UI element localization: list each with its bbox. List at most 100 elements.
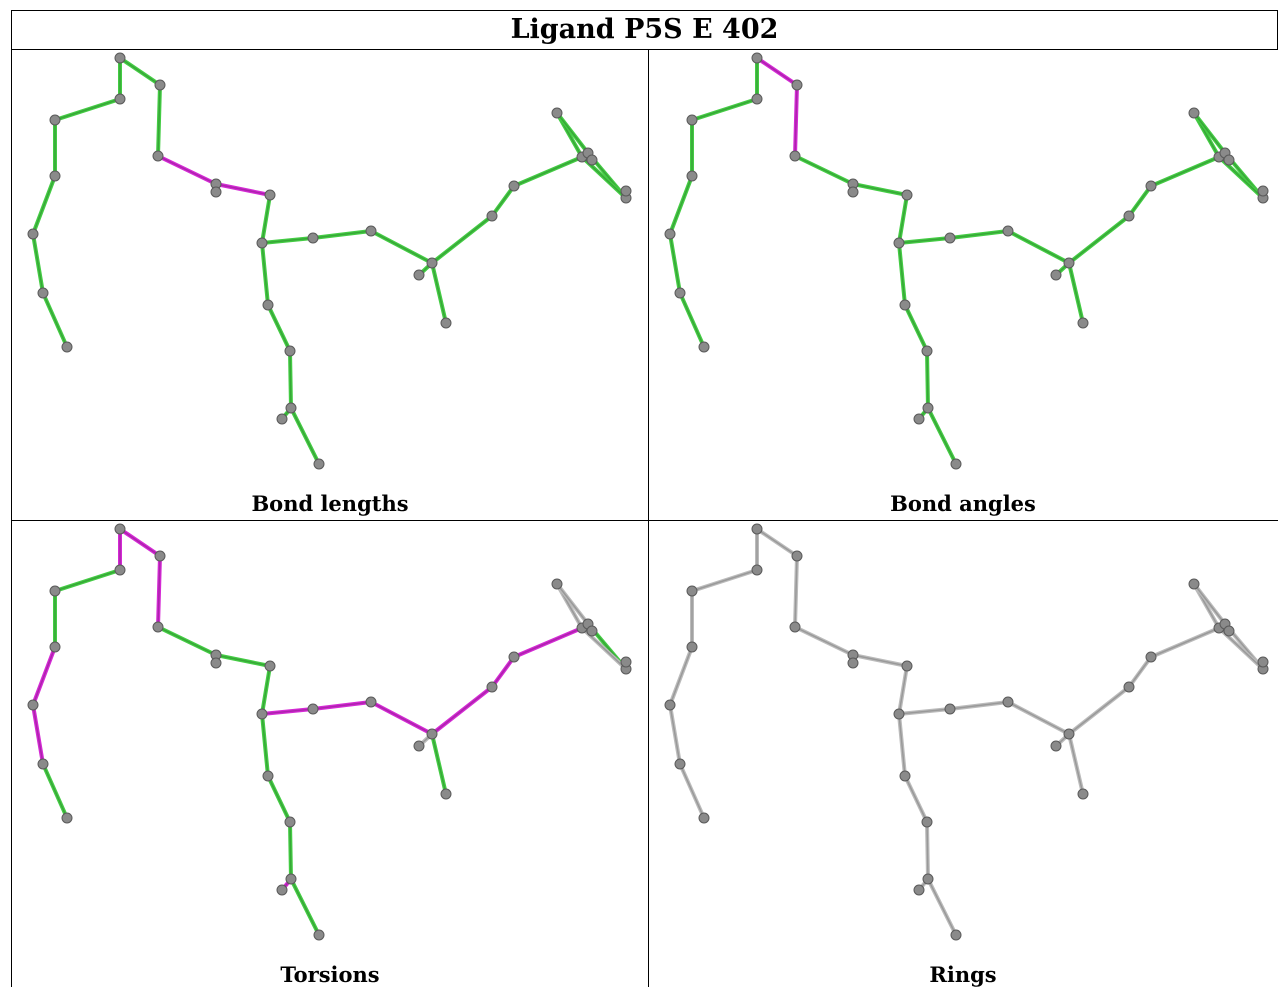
bond-shade <box>513 627 583 658</box>
bond-shade <box>119 57 161 86</box>
atom <box>950 929 962 941</box>
atom <box>586 154 598 166</box>
bond-shade <box>215 654 271 667</box>
bond-shade <box>927 878 957 936</box>
bond-shade <box>1150 627 1220 658</box>
atom <box>1257 656 1269 668</box>
grid-line <box>11 10 12 987</box>
bond-shade <box>1007 701 1070 735</box>
bond <box>260 193 272 245</box>
bond <box>1127 655 1153 689</box>
bond <box>897 712 907 778</box>
atom <box>276 884 288 896</box>
bond <box>288 349 293 410</box>
bond <box>156 83 162 158</box>
bond <box>118 527 162 558</box>
bond <box>260 664 272 716</box>
atom <box>49 585 61 597</box>
bond-shade <box>926 350 929 409</box>
bond-shade <box>927 407 957 465</box>
bond <box>668 232 682 295</box>
atom <box>620 185 632 197</box>
bond-shade <box>794 555 798 628</box>
atom <box>1050 269 1062 281</box>
bond-shade <box>556 583 589 625</box>
atom <box>154 550 166 562</box>
atom <box>950 458 962 470</box>
panel-rings: Rings <box>649 521 1278 989</box>
bond <box>793 83 799 158</box>
bond-shade <box>949 230 1009 239</box>
bond <box>1006 229 1071 265</box>
bond-shade <box>691 98 758 121</box>
bond-shade <box>679 292 705 348</box>
bond <box>156 554 162 629</box>
bond-shade <box>32 233 44 294</box>
atom <box>365 696 377 708</box>
atom <box>1050 740 1062 752</box>
bond <box>897 241 907 307</box>
atom <box>901 660 913 672</box>
bond <box>214 653 272 668</box>
bond-shade <box>852 654 908 667</box>
molecule-diagram <box>664 52 1269 470</box>
atom <box>913 413 925 425</box>
atom <box>789 621 801 633</box>
bond <box>926 877 958 937</box>
atom <box>893 237 905 249</box>
panel-caption: Torsions <box>280 962 380 987</box>
atom <box>586 625 598 637</box>
atom <box>913 884 925 896</box>
bond <box>118 56 162 87</box>
bond <box>897 193 909 245</box>
bond-shade <box>261 242 269 306</box>
atom <box>61 812 73 824</box>
molecule-diagram <box>664 523 1269 941</box>
bond <box>1067 261 1085 325</box>
atom <box>284 816 296 828</box>
bond-shade <box>312 701 372 710</box>
bond <box>903 774 929 824</box>
atom <box>49 170 61 182</box>
bond <box>897 664 909 716</box>
atom <box>1077 788 1089 800</box>
atom <box>899 770 911 782</box>
atom <box>1123 681 1135 693</box>
atom <box>674 287 686 299</box>
bond <box>156 625 218 657</box>
bond <box>1149 155 1221 188</box>
bond <box>897 236 952 245</box>
bond <box>948 700 1010 711</box>
bond <box>793 625 855 657</box>
bond <box>53 568 122 593</box>
panel-bond-angles: Bond angles <box>649 50 1278 518</box>
atom <box>1145 651 1157 663</box>
atom <box>264 660 276 672</box>
bond-shade <box>289 821 292 880</box>
bond <box>214 182 272 197</box>
atom <box>847 657 859 669</box>
atom <box>893 708 905 720</box>
bond-shade <box>290 407 320 465</box>
atom <box>486 681 498 693</box>
molecule-diagram <box>27 523 632 941</box>
bond-shade <box>794 626 854 656</box>
atom <box>686 641 698 653</box>
bond-shade <box>157 626 217 656</box>
bond-shade <box>904 304 928 352</box>
bond-shade <box>491 185 515 217</box>
bond <box>1067 732 1085 796</box>
atom <box>413 269 425 281</box>
atom <box>899 299 911 311</box>
atom <box>313 929 325 941</box>
bond-shade <box>261 237 314 244</box>
bond-shade <box>370 701 433 735</box>
atom <box>307 232 319 244</box>
atom <box>1223 625 1235 637</box>
bond-shade <box>261 665 271 715</box>
bond-shade <box>691 569 758 592</box>
bond-shade <box>1193 112 1226 154</box>
bond-shade <box>267 304 291 352</box>
atom <box>921 816 933 828</box>
